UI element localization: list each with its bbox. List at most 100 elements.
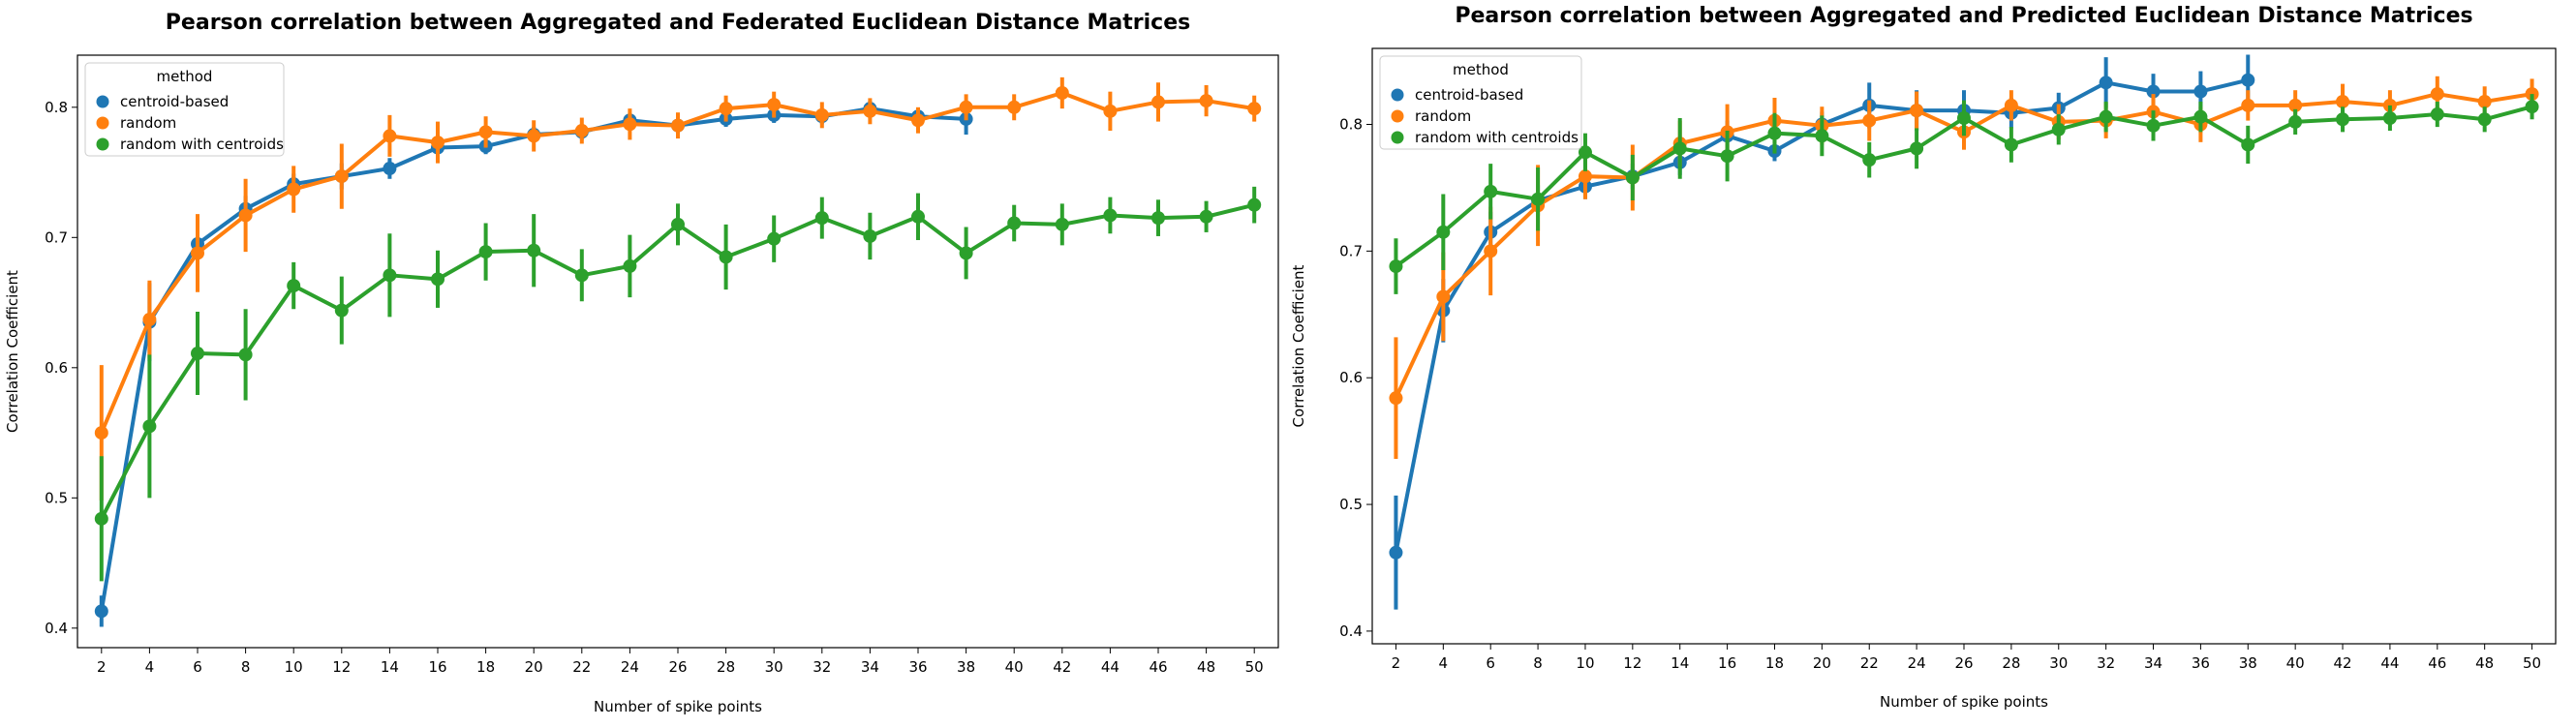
legend-entry: random xyxy=(120,114,176,132)
x-tick-label: 44 xyxy=(1101,658,1119,676)
data-point xyxy=(911,209,925,224)
y-tick-label: 0.6 xyxy=(45,359,68,377)
legend-entry: centroid-based xyxy=(1415,86,1523,104)
data-point xyxy=(1910,104,1924,118)
x-tick-label: 10 xyxy=(1576,654,1594,672)
data-point xyxy=(2336,112,2350,127)
data-point xyxy=(767,231,782,246)
x-tick-label: 2 xyxy=(1392,654,1401,672)
y-tick-label: 0.4 xyxy=(45,620,68,637)
data-point xyxy=(1389,259,1403,274)
y-tick-label: 0.5 xyxy=(1339,496,1363,513)
data-point xyxy=(671,217,685,231)
data-point xyxy=(2241,98,2255,112)
x-tick-label: 44 xyxy=(2380,654,2399,672)
x-tick-label: 36 xyxy=(908,658,927,676)
y-tick-label: 0.8 xyxy=(1339,116,1363,134)
x-tick-label: 14 xyxy=(1671,654,1689,672)
x-tick-label: 6 xyxy=(1486,654,1495,672)
x-tick-label: 24 xyxy=(621,658,639,676)
data-point xyxy=(2004,98,2018,112)
data-point xyxy=(2193,84,2208,99)
data-point xyxy=(1247,197,1262,212)
x-tick-label: 34 xyxy=(2144,654,2162,672)
x-tick-label: 46 xyxy=(1149,658,1167,676)
x-tick-label: 40 xyxy=(2286,654,2305,672)
x-tick-label: 50 xyxy=(1245,658,1264,676)
data-point xyxy=(238,348,253,362)
data-point xyxy=(959,100,973,114)
data-point xyxy=(1484,184,1498,198)
chart-panel-2: Pearson correlation between Aggregated a… xyxy=(1290,4,2557,711)
data-point xyxy=(1531,192,1546,206)
legend-box xyxy=(84,62,285,157)
data-point xyxy=(1862,113,1877,128)
data-point xyxy=(574,124,589,138)
x-tick-label: 8 xyxy=(1533,654,1543,672)
y-axis-label: Correlation Coefficient xyxy=(1290,264,1307,427)
legend-marker xyxy=(96,116,109,130)
series-centroid-based xyxy=(94,101,973,627)
data-point xyxy=(2477,112,2492,127)
data-point xyxy=(1151,211,1165,226)
data-point xyxy=(1007,216,1022,230)
data-point xyxy=(719,250,733,264)
data-point xyxy=(1007,100,1022,114)
data-point xyxy=(2051,122,2066,136)
data-point xyxy=(2146,118,2161,133)
y-tick-label: 0.7 xyxy=(45,228,68,246)
x-tick-label: 28 xyxy=(2002,654,2020,672)
chart-panel-1: Pearson correlation between Aggregated a… xyxy=(4,11,1279,715)
data-point xyxy=(1625,170,1640,185)
data-point xyxy=(94,426,108,440)
data-point xyxy=(1578,169,1592,184)
data-point xyxy=(431,272,445,287)
data-point xyxy=(814,107,829,122)
x-tick-label: 32 xyxy=(813,658,831,676)
legend-marker xyxy=(1391,131,1404,144)
x-tick-label: 28 xyxy=(717,658,735,676)
data-point xyxy=(1910,141,1924,156)
x-tick-label: 20 xyxy=(1813,654,1831,672)
data-point xyxy=(287,182,301,197)
y-tick-label: 0.7 xyxy=(1339,242,1363,259)
data-point xyxy=(719,102,733,116)
data-point xyxy=(1815,129,1829,143)
x-tick-label: 18 xyxy=(1765,654,1784,672)
legend-title: method xyxy=(157,68,213,85)
x-tick-label: 16 xyxy=(428,658,446,676)
data-point xyxy=(1436,225,1451,239)
data-point xyxy=(1862,153,1877,167)
data-point xyxy=(334,169,349,184)
x-tick-label: 42 xyxy=(1053,658,1071,676)
x-tick-label: 48 xyxy=(2475,654,2494,672)
data-point xyxy=(334,303,349,318)
data-point xyxy=(191,246,204,260)
data-point xyxy=(2004,137,2018,152)
x-tick-label: 22 xyxy=(1860,654,1879,672)
x-tick-label: 2 xyxy=(97,658,107,676)
x-tick-label: 42 xyxy=(2333,654,2351,672)
chart-title: Pearson correlation between Aggregated a… xyxy=(166,11,1190,35)
data-point xyxy=(1247,102,1262,116)
data-point xyxy=(911,113,925,128)
x-tick-label: 6 xyxy=(193,658,202,676)
legend-entry: centroid-based xyxy=(120,93,229,110)
data-point xyxy=(1389,545,1403,560)
chart-title: Pearson correlation between Aggregated a… xyxy=(1455,4,2472,28)
legend: method centroid-based random random with ce… xyxy=(84,62,285,157)
data-point xyxy=(767,98,782,112)
x-tick-label: 32 xyxy=(2097,654,2115,672)
data-point xyxy=(863,228,877,243)
x-tick-label: 26 xyxy=(668,658,687,676)
x-axis-label: Number of spike points xyxy=(1880,693,2048,711)
data-point xyxy=(814,211,829,226)
data-point xyxy=(959,246,973,260)
data-point xyxy=(1436,289,1451,304)
data-point xyxy=(478,245,493,259)
data-point xyxy=(1484,244,1498,258)
legend-title: method xyxy=(1453,61,1509,78)
legend-entry: random xyxy=(1415,107,1471,125)
x-axis-label: Number of spike points xyxy=(594,698,762,715)
